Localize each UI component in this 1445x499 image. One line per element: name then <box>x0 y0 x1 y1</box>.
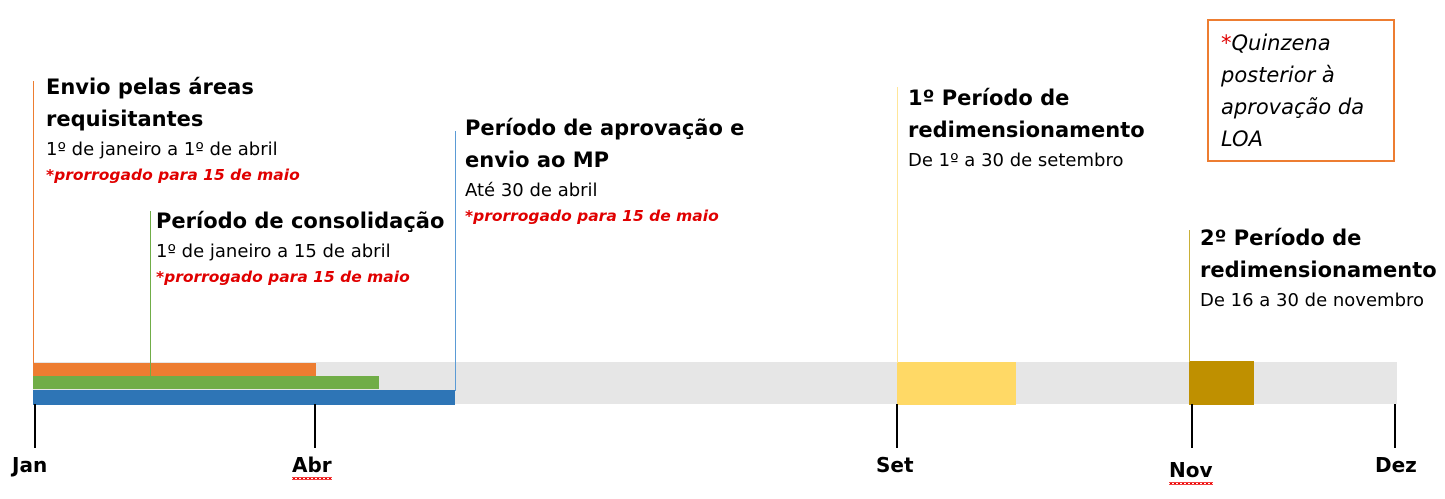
tick-nov <box>1191 404 1193 448</box>
tick-dez <box>1394 404 1396 448</box>
bar-envio <box>33 363 316 376</box>
footnote-box: *Quinzena posterior à aprovação da LOA <box>1207 19 1395 162</box>
event-redim-1-dates: De 1º a 30 de setembro <box>908 150 1124 171</box>
event-redimensionamento-1: 1º Período de redimensionamento De 1º a … <box>908 82 1145 174</box>
month-label-dez: Dez <box>1375 453 1417 477</box>
month-label-abr-text: Abr <box>292 453 332 477</box>
tick-jan <box>34 404 36 448</box>
event-consolidacao: Período de consolidação 1º de janeiro a … <box>156 205 444 289</box>
footnote-line-2: posterior à <box>1221 63 1335 87</box>
month-label-jan: Jan <box>12 453 48 477</box>
event-envio-title-2: requisitantes <box>46 107 204 131</box>
connector-envio <box>33 81 34 363</box>
event-aprovacao-title-1: Período de aprovação e <box>465 116 745 140</box>
event-redim-1-title-1: 1º Período de <box>908 86 1070 110</box>
event-envio-dates: 1º de janeiro a 1º de abril <box>46 139 278 160</box>
footnote-asterisk: * <box>1221 31 1232 55</box>
event-consolidacao-title: Período de consolidação <box>156 209 445 233</box>
month-label-set: Set <box>876 453 914 477</box>
connector-aprovacao <box>455 131 456 391</box>
month-label-nov-text: Nov <box>1169 458 1213 482</box>
event-aprovacao: Período de aprovação e envio ao MP Até 3… <box>465 112 744 228</box>
event-consolidacao-note: *prorrogado para 15 de maio <box>156 268 410 286</box>
spellcheck-underline <box>1169 482 1213 485</box>
tick-set <box>896 404 898 448</box>
event-aprovacao-dates: Até 30 de abril <box>465 180 598 201</box>
bar-consolidacao <box>33 376 379 389</box>
month-label-abr: Abr <box>292 453 332 480</box>
connector-consolidacao <box>150 211 151 377</box>
bar-aprovacao <box>33 390 455 405</box>
event-redim-2-title-1: 2º Período de <box>1200 226 1362 250</box>
footnote-line-1: *Quinzena <box>1221 27 1381 59</box>
event-redim-1-title-2: redimensionamento <box>908 118 1145 142</box>
connector-redim-2 <box>1189 230 1190 362</box>
bar-redimensionamento-2 <box>1189 361 1254 405</box>
footnote-line-1-text: Quinzena <box>1231 31 1331 55</box>
event-redim-2-title-2: redimensionamento <box>1200 258 1437 282</box>
event-aprovacao-title-2: envio ao MP <box>465 148 610 172</box>
event-envio-title-1: Envio pelas áreas <box>46 75 254 99</box>
event-envio-note: *prorrogado para 15 de maio <box>46 166 300 184</box>
event-consolidacao-dates: 1º de janeiro a 15 de abril <box>156 241 391 262</box>
spellcheck-underline <box>292 477 332 480</box>
footnote-line-4: LOA <box>1221 127 1263 151</box>
event-aprovacao-note: *prorrogado para 15 de maio <box>465 207 719 225</box>
tick-abr <box>314 404 316 448</box>
connector-redim-1 <box>897 87 898 363</box>
event-redim-2-dates: De 16 a 30 de novembro <box>1200 290 1425 311</box>
footnote-line-3: aprovação da <box>1221 95 1365 119</box>
event-envio: Envio pelas áreas requisitantes 1º de ja… <box>46 71 300 187</box>
month-label-nov: Nov <box>1169 458 1213 485</box>
bar-redimensionamento-1 <box>897 362 1016 405</box>
event-redimensionamento-2: 2º Período de redimensionamento De 16 a … <box>1200 222 1437 314</box>
